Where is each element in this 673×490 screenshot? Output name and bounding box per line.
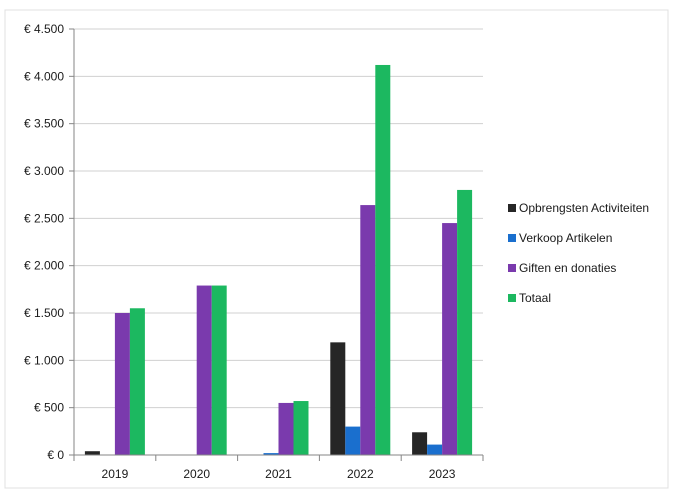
- bar: [375, 64, 391, 456]
- bar: [196, 285, 212, 455]
- bar: [412, 432, 428, 455]
- legend-swatch: [508, 234, 516, 242]
- x-tick-label: 2019: [102, 467, 129, 481]
- bar: [442, 223, 458, 455]
- legend-label: Opbrengsten Activiteiten: [519, 201, 649, 215]
- legend-swatch: [508, 204, 516, 212]
- legend-label: Verkoop Artikelen: [519, 231, 612, 245]
- y-tick-label: € 3.000: [24, 164, 64, 178]
- y-tick-label: € 4.000: [24, 69, 64, 83]
- y-tick-label: € 4.500: [24, 22, 64, 36]
- bar: [345, 426, 361, 455]
- y-tick-label: € 2.000: [24, 259, 64, 273]
- x-tick-label: 2020: [183, 467, 210, 481]
- legend-label: Totaal: [519, 291, 551, 305]
- bar: [129, 308, 145, 455]
- bars: [84, 64, 473, 456]
- x-tick-label: 2022: [347, 467, 374, 481]
- bar: [427, 444, 443, 455]
- legend: Opbrengsten Activiteiten Verkoop Artikele…: [508, 201, 649, 305]
- x-tick-label: 2023: [429, 467, 456, 481]
- bar: [293, 401, 309, 455]
- x-axis-ticks: 2019 2020 2021 2022 2023: [73, 455, 484, 481]
- bar: [278, 402, 294, 455]
- axes: [73, 29, 483, 456]
- legend-label: Giften en donaties: [519, 261, 616, 275]
- y-tick-label: € 0: [47, 448, 64, 462]
- bar: [360, 205, 376, 455]
- y-tick-label: € 3.500: [24, 117, 64, 131]
- y-tick-label: € 2.500: [24, 211, 64, 225]
- legend-swatch: [508, 294, 516, 302]
- legend-swatch: [508, 264, 516, 272]
- x-tick-label: 2021: [265, 467, 292, 481]
- bar: [330, 342, 346, 455]
- bar: [457, 189, 473, 455]
- y-tick-label: € 1.000: [24, 353, 64, 367]
- y-tick-label: € 500: [34, 401, 64, 415]
- bar: [84, 451, 100, 455]
- bar: [211, 285, 227, 455]
- y-axis-ticks: € 0 € 500 € 1.000 € 1.500 € 2.000 € 2.500 € 3.…: [24, 22, 74, 462]
- bar: [114, 313, 130, 455]
- y-tick-label: € 1.500: [24, 306, 64, 320]
- bar: [263, 453, 279, 455]
